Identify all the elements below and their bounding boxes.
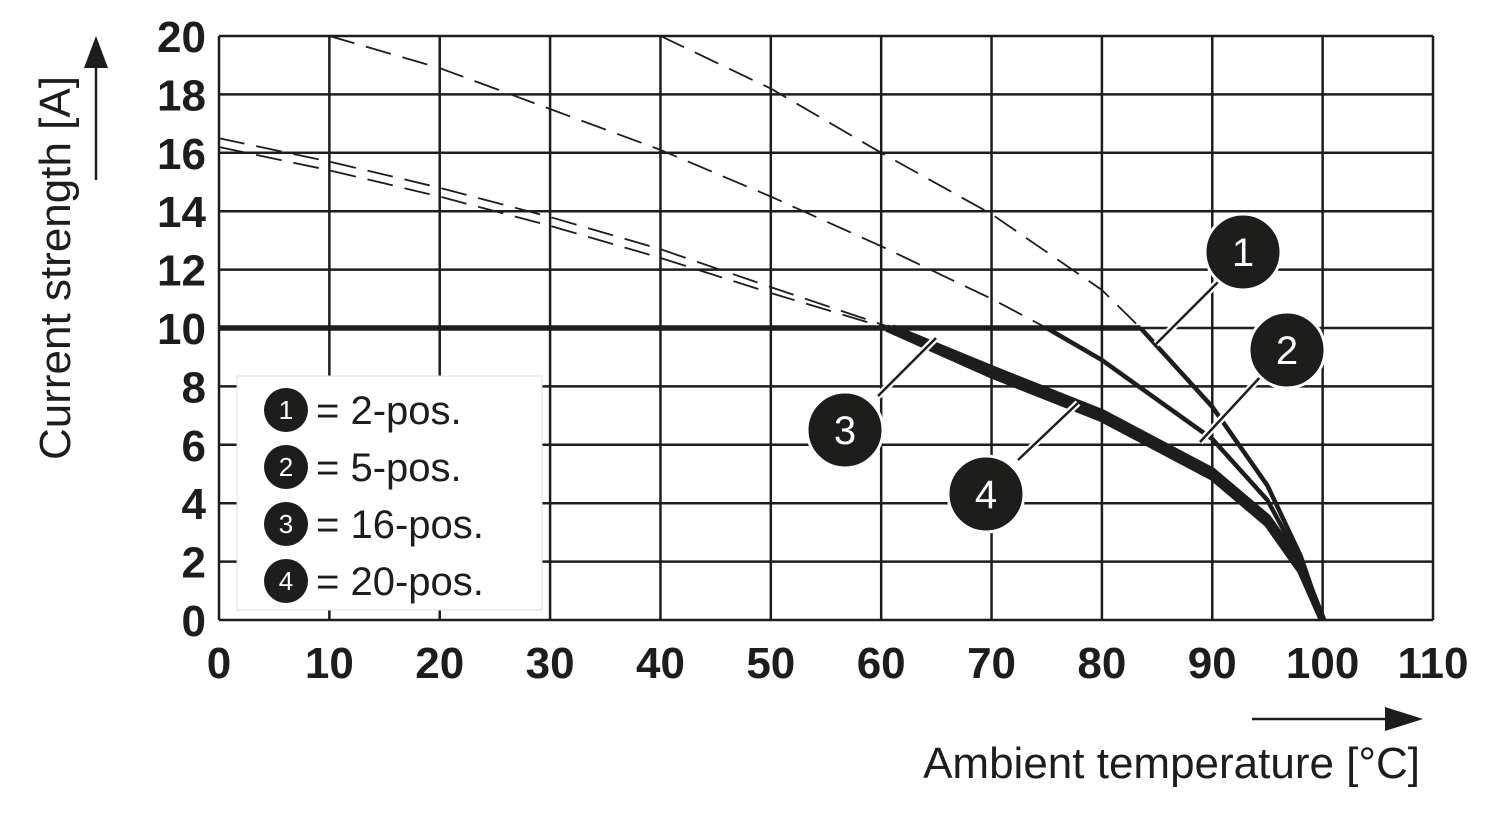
y-tick-label: 0 — [182, 597, 206, 646]
marker-1-badge — [1203, 212, 1283, 292]
legend-entry-label: = 20-pos. — [316, 560, 484, 604]
curve-2-dashed — [329, 35, 1048, 329]
x-axis-arrow — [1252, 707, 1423, 731]
marker-1-label: 1 — [1232, 231, 1254, 275]
legend-badge-number: 1 — [279, 395, 293, 425]
curve-4-solid — [885, 324, 1327, 622]
marker-1-leader — [1155, 279, 1221, 345]
y-tick-label: 8 — [182, 363, 206, 412]
legend-badge-4 — [264, 559, 308, 603]
legend-badge-1 — [264, 388, 308, 432]
legend-entry-label: = 5-pos. — [316, 446, 462, 490]
marker-3-label: 3 — [834, 409, 856, 453]
marker-3-leader — [877, 337, 937, 397]
x-tick-label: 60 — [857, 639, 906, 688]
curve-1-dashed — [660, 35, 1142, 329]
y-tick-label: 10 — [157, 305, 206, 354]
x-tick-label: 50 — [746, 639, 795, 688]
x-tick-label: 0 — [207, 639, 231, 688]
marker-2-leader — [1199, 374, 1263, 443]
curve-markers: 1 2 3 4 — [805, 212, 1327, 534]
x-tick-label: 30 — [526, 639, 575, 688]
x-axis-label: Ambient temperature [°C] — [923, 739, 1420, 788]
x-tick-label: 100 — [1286, 639, 1359, 688]
marker-4-label: 4 — [975, 473, 997, 517]
legend-badge-number: 3 — [279, 509, 293, 539]
y-tick-label: 20 — [157, 13, 206, 62]
y-tick-label: 12 — [157, 247, 206, 296]
x-tick-label: 110 — [1398, 639, 1469, 688]
x-tick-label: 80 — [1077, 639, 1126, 688]
x-tick-label: 90 — [1188, 639, 1237, 688]
legend-entry-label: = 16-pos. — [316, 503, 484, 547]
curves — [218, 35, 1327, 622]
legend-entry-label: = 2-pos. — [316, 389, 462, 433]
y-tick-label: 18 — [157, 71, 206, 120]
y-axis-label: Current strength [A] — [31, 76, 80, 460]
x-tick-label: 70 — [967, 639, 1016, 688]
curve-4-dashed — [218, 146, 887, 329]
y-tick-label: 16 — [157, 130, 206, 179]
y-tick-label: 4 — [182, 480, 207, 529]
marker-3-badge — [805, 390, 885, 470]
legend: 1 = 2-pos. 2 = 5-pos. 3 = 16-pos. 4 = 20-pos. — [236, 375, 543, 611]
legend-badge-2 — [264, 445, 308, 489]
x-tick-labels: 0 10 20 30 40 50 60 70 80 90 100 110 — [207, 639, 1469, 688]
marker-2-label: 2 — [1276, 329, 1298, 373]
legend-badge-3 — [264, 502, 308, 546]
marker-4-badge — [946, 454, 1026, 534]
x-tick-label: 40 — [636, 639, 685, 688]
x-tick-label: 20 — [415, 639, 464, 688]
marker-4-leader — [1017, 402, 1079, 461]
y-tick-labels: 0 2 4 6 8 10 12 14 16 18 20 — [157, 13, 206, 646]
y-tick-label: 14 — [157, 188, 206, 237]
curve-3-dashed — [218, 137, 893, 329]
y-tick-label: 2 — [182, 539, 206, 588]
y-axis-arrow — [84, 36, 108, 180]
legend-badge-number: 4 — [279, 566, 293, 596]
y-tick-label: 6 — [182, 422, 206, 471]
marker-2-badge — [1247, 310, 1327, 390]
x-tick-label: 10 — [305, 639, 354, 688]
legend-badge-number: 2 — [279, 452, 293, 482]
